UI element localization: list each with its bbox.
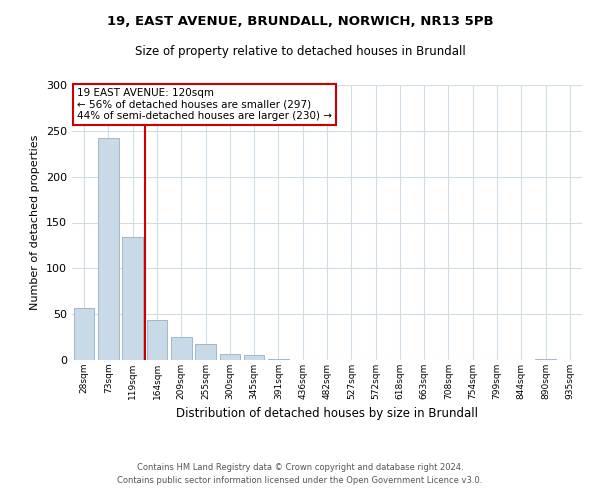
Bar xyxy=(535,359,556,360)
Text: Size of property relative to detached houses in Brundall: Size of property relative to detached ho… xyxy=(134,45,466,58)
Bar xyxy=(74,308,94,360)
Bar xyxy=(195,344,216,360)
X-axis label: Distribution of detached houses by size in Brundall: Distribution of detached houses by size … xyxy=(176,408,478,420)
Bar xyxy=(122,237,143,360)
Text: 19 EAST AVENUE: 120sqm
← 56% of detached houses are smaller (297)
44% of semi-de: 19 EAST AVENUE: 120sqm ← 56% of detached… xyxy=(77,88,332,121)
Bar xyxy=(98,138,119,360)
Bar xyxy=(268,359,289,360)
Y-axis label: Number of detached properties: Number of detached properties xyxy=(31,135,40,310)
Bar xyxy=(146,320,167,360)
Text: Contains HM Land Registry data © Crown copyright and database right 2024.
Contai: Contains HM Land Registry data © Crown c… xyxy=(118,464,482,485)
Bar xyxy=(220,354,240,360)
Bar xyxy=(171,337,191,360)
Bar xyxy=(244,356,265,360)
Text: 19, EAST AVENUE, BRUNDALL, NORWICH, NR13 5PB: 19, EAST AVENUE, BRUNDALL, NORWICH, NR13… xyxy=(107,15,493,28)
